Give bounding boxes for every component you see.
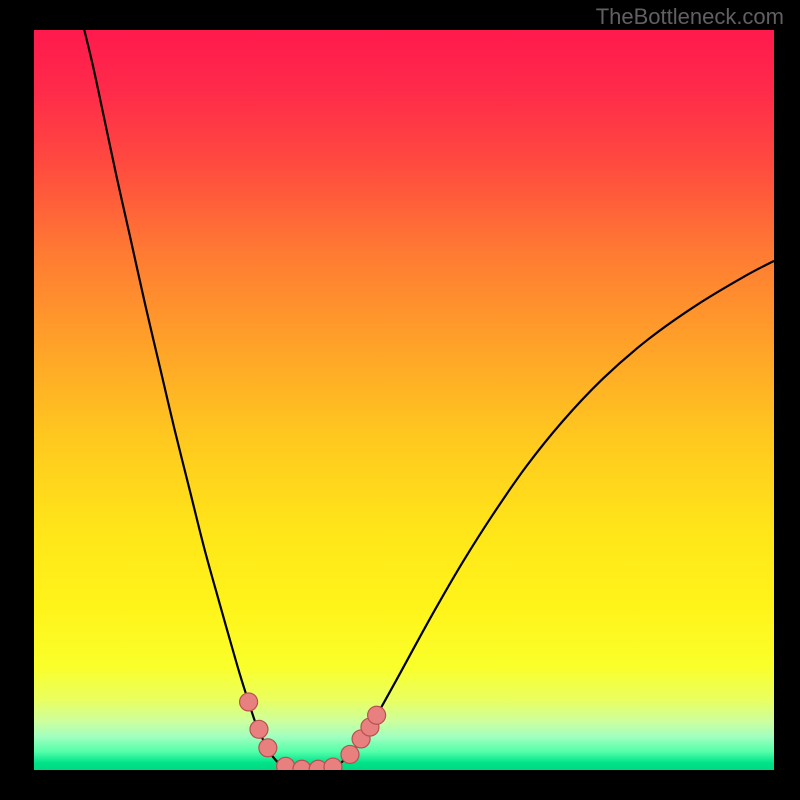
data-marker bbox=[368, 706, 386, 724]
data-marker bbox=[352, 730, 370, 748]
curve-left-branch bbox=[84, 30, 293, 769]
data-marker bbox=[259, 739, 277, 757]
data-marker bbox=[240, 693, 258, 711]
data-marker bbox=[324, 758, 342, 770]
data-marker bbox=[309, 760, 327, 770]
marker-layer bbox=[34, 30, 774, 770]
curve-right-branch bbox=[326, 261, 774, 769]
data-marker bbox=[277, 757, 295, 770]
data-marker bbox=[341, 745, 359, 763]
curve-layer bbox=[34, 30, 774, 770]
data-marker bbox=[361, 718, 379, 736]
data-marker bbox=[250, 720, 268, 738]
watermark: TheBottleneck.com bbox=[596, 4, 784, 30]
data-marker bbox=[293, 760, 311, 770]
bottleneck-chart bbox=[34, 30, 774, 770]
